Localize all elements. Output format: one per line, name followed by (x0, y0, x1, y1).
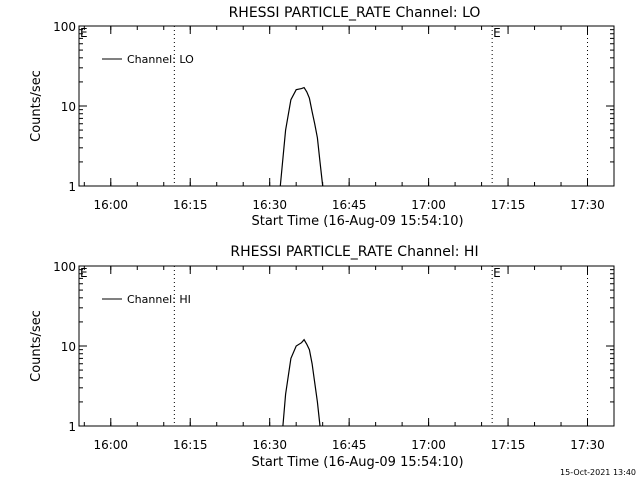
x-tick-label: 16:00 (93, 438, 128, 452)
plot-frame (78, 25, 615, 187)
x-axis-label: Start Time (16-Aug-09 15:54:10) (251, 214, 463, 229)
panel-lo: RHESSI PARTICLE_RATE Channel: LO Counts/s… (29, 5, 615, 229)
y-axis-label: Counts/sec (29, 70, 44, 142)
x-tick-label: 17:15 (491, 198, 526, 212)
annotation-label: E (80, 266, 88, 280)
series-line (282, 338, 321, 427)
x-tick-label: 16:30 (252, 438, 287, 452)
x-tick-label: 16:15 (173, 198, 208, 212)
x-tick-label: 16:45 (332, 438, 367, 452)
x-tick-label: 17:30 (570, 438, 605, 452)
x-tick-label: 16:00 (93, 198, 128, 212)
legend-label: Channel: LO (127, 53, 194, 66)
x-tick-label: 16:45 (332, 198, 367, 212)
chart-title: RHESSI PARTICLE_RATE Channel: LO (229, 5, 481, 21)
y-tick-label: 100 (53, 20, 76, 34)
annotation-label: E (80, 26, 88, 40)
x-tick-label: 17:30 (570, 198, 605, 212)
x-tick-label: 17:00 (411, 438, 446, 452)
legend-label: Channel: HI (127, 293, 191, 306)
y-tick-label: 10 (61, 340, 76, 354)
x-tick-label: 16:30 (252, 198, 287, 212)
y-axis-label: Counts/sec (29, 310, 44, 382)
x-tick-label: 17:00 (411, 198, 446, 212)
y-tick-label: 10 (61, 100, 76, 114)
chart-title: RHESSI PARTICLE_RATE Channel: HI (230, 244, 478, 260)
x-tick-label: 17:15 (491, 438, 526, 452)
plot-frame (78, 265, 615, 427)
y-tick-label: 100 (53, 260, 76, 274)
annotation-label: E (493, 26, 501, 40)
x-tick-label: 16:15 (173, 438, 208, 452)
annotation-label: E (493, 266, 501, 280)
footer-timestamp: 15-Oct-2021 13:40 (560, 468, 636, 477)
y-tick-label: 1 (68, 180, 76, 194)
x-axis-label: Start Time (16-Aug-09 15:54:10) (251, 455, 463, 470)
panel-hi: RHESSI PARTICLE_RATE Channel: HI Counts/s… (29, 244, 615, 470)
y-tick-label: 1 (68, 420, 76, 434)
series-line (279, 86, 324, 187)
